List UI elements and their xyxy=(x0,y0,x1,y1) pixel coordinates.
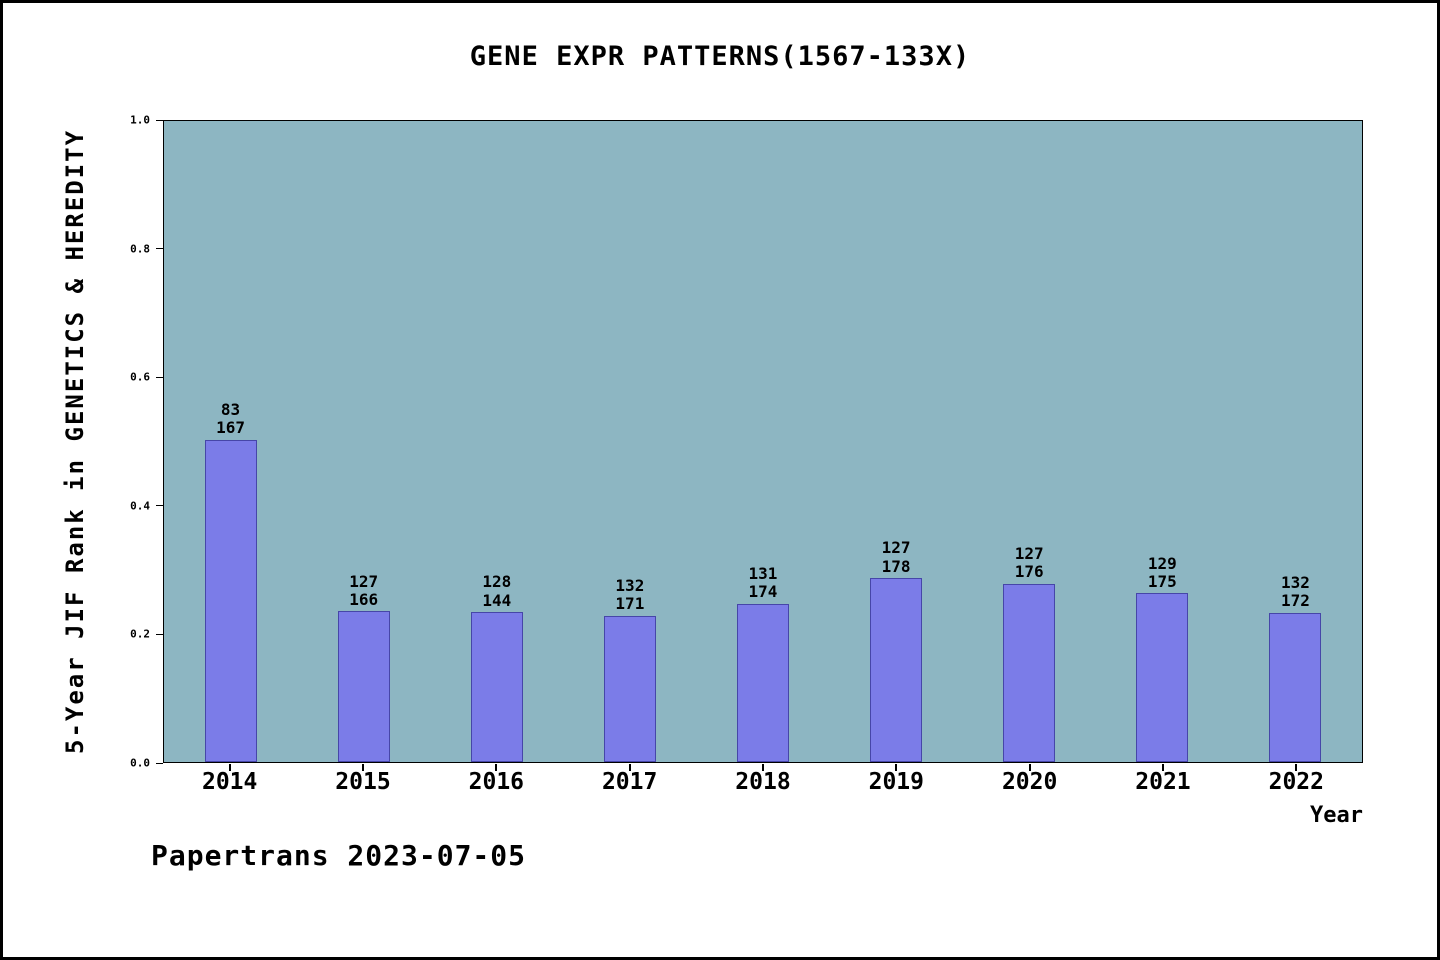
bar-value-label: 127 166 xyxy=(349,571,379,610)
x-tick-mark xyxy=(762,764,764,771)
bar xyxy=(603,615,656,762)
y-tick-label: 1.0 xyxy=(130,113,150,127)
bar-slot: 127 166 xyxy=(297,121,430,762)
bar-label-numerator: 131 xyxy=(748,563,778,583)
x-tick-mark xyxy=(228,764,231,771)
bar-label-denominator: 144 xyxy=(482,590,512,610)
y-tick-label: 0.4 xyxy=(130,499,150,513)
x-tick-label: 2014 xyxy=(201,769,258,795)
bar-label-numerator: 83 xyxy=(220,399,241,419)
bar-label-denominator: 172 xyxy=(1280,591,1310,611)
x-tick-mark xyxy=(628,764,631,771)
x-tick-label: 2018 xyxy=(735,769,791,795)
bar-label-numerator: 127 xyxy=(1014,544,1044,564)
bar-label-numerator: 128 xyxy=(482,572,512,592)
bar-label-numerator: 129 xyxy=(1147,553,1177,573)
x-tick-label: 2019 xyxy=(868,769,924,795)
x-tick-label: 2020 xyxy=(1001,769,1058,795)
bar xyxy=(1003,583,1056,762)
y-axis-label: 5-Year JIF Rank in GENETICS & HEREDITY xyxy=(61,128,89,755)
y-tick-mark xyxy=(156,248,163,250)
bar-slot: 132 171 xyxy=(563,121,696,762)
bar-label-denominator: 174 xyxy=(748,582,778,602)
bar-label-denominator: 171 xyxy=(615,594,645,614)
x-tick-mark xyxy=(1162,764,1164,771)
x-tick-row: 2014 2015 2016 2017 2018 2019 2020 2021 2022 xyxy=(163,769,1363,795)
bar-value-label: 83 167 xyxy=(216,399,245,438)
y-tick-label: 0.2 xyxy=(130,627,150,641)
bar-value-label: 127 176 xyxy=(1014,544,1044,582)
x-tick-mark xyxy=(495,764,498,771)
y-tick-mark xyxy=(156,376,163,378)
bar-slot: 129 175 xyxy=(1096,121,1229,762)
bar xyxy=(870,578,923,762)
bar-slot: 127 176 xyxy=(963,121,1096,762)
plot-area: 83 167 127 166 128 144 132 171 131 174 127 178 127 17… xyxy=(163,120,1363,763)
y-tick-mark xyxy=(156,633,163,635)
bar-value-label: 132 171 xyxy=(615,576,645,614)
bar xyxy=(337,611,390,762)
bar-label-numerator: 127 xyxy=(881,538,911,558)
bar-slot: 128 144 xyxy=(430,121,563,762)
bar-slot: 131 174 xyxy=(696,121,829,762)
x-tick-mark xyxy=(895,764,898,771)
bar-label-denominator: 176 xyxy=(1014,562,1044,582)
x-tick-mark xyxy=(1028,764,1031,771)
bar-label-numerator: 127 xyxy=(349,571,379,591)
bar-value-label: 127 178 xyxy=(881,538,911,576)
bar xyxy=(470,612,523,762)
y-tick-label: 0.6 xyxy=(130,370,150,384)
x-tick-mark xyxy=(1295,764,1298,771)
bar-label-denominator: 167 xyxy=(216,418,245,438)
y-tick-label: 0.0 xyxy=(130,756,150,770)
bar-value-label: 131 174 xyxy=(748,563,778,602)
chart-title: GENE EXPR PATTERNS(1567-133X) xyxy=(469,41,971,72)
x-tick-label: 2017 xyxy=(601,769,658,795)
bar-slot: 83 167 xyxy=(164,121,297,762)
x-axis-label: Year xyxy=(1310,803,1363,828)
y-tick-mark xyxy=(156,119,163,121)
y-tick-label: 0.8 xyxy=(130,242,150,256)
x-tick-label: 2021 xyxy=(1135,769,1191,795)
bar xyxy=(204,439,257,762)
bar xyxy=(736,603,789,762)
bar xyxy=(1269,612,1322,762)
bar-label-numerator: 132 xyxy=(1280,572,1310,592)
bar-value-label: 128 144 xyxy=(482,572,512,610)
x-tick-label: 2015 xyxy=(335,769,391,795)
bar-label-denominator: 175 xyxy=(1147,572,1177,592)
y-tick-mark xyxy=(156,505,163,507)
bar-slot: 132 172 xyxy=(1229,121,1362,762)
y-axis-ticks: 0.0 0.2 0.4 0.6 0.8 1.0 xyxy=(108,114,163,770)
x-tick-label: 2022 xyxy=(1268,769,1324,795)
y-tick-mark xyxy=(156,762,163,764)
footer-watermark: Papertrans 2023-07-05 xyxy=(151,839,527,872)
bar-value-label: 129 175 xyxy=(1147,553,1177,592)
x-tick-mark xyxy=(362,764,364,771)
bar-slot: 127 178 xyxy=(830,121,963,762)
bar xyxy=(1136,593,1189,762)
bar-value-label: 132 172 xyxy=(1280,572,1310,611)
x-tick-label: 2016 xyxy=(468,769,525,795)
bar-label-denominator: 166 xyxy=(349,589,379,609)
bar-label-numerator: 132 xyxy=(615,576,645,596)
bar-label-denominator: 178 xyxy=(881,556,911,576)
x-tick-marks xyxy=(163,764,1363,772)
